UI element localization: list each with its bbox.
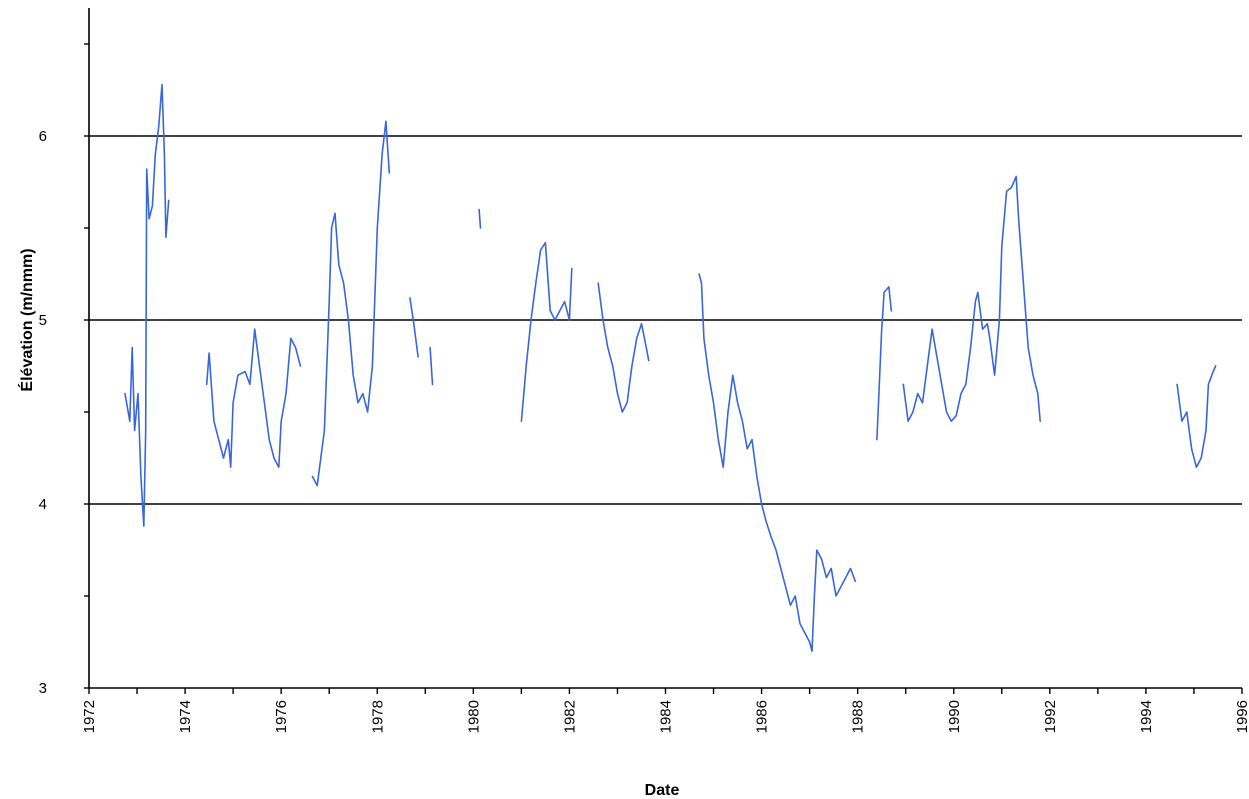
x-tick-label: 1976 <box>273 700 290 733</box>
y-tick-label: 3 <box>39 680 47 697</box>
series-line-segment <box>478 208 482 229</box>
x-tick-label: 1972 <box>81 700 98 733</box>
series-layer <box>124 83 1217 652</box>
series-line-segment <box>1176 365 1217 468</box>
x-tick-label: 1984 <box>658 700 675 733</box>
horizontal-gridlines <box>89 135 1242 505</box>
axes <box>84 8 1243 694</box>
series-line-segment <box>597 282 650 413</box>
y-tick-label: 4 <box>39 496 47 513</box>
x-tick-label: 1986 <box>754 700 771 733</box>
series-line-segment <box>409 297 419 358</box>
series-line-segment <box>876 286 893 441</box>
y-tick-label: 5 <box>39 312 47 329</box>
x-tick-label: 1974 <box>177 700 194 733</box>
x-tick-label: 1994 <box>1138 700 1155 733</box>
series-line-segment <box>902 175 1041 422</box>
y-tick-label: 6 <box>39 128 47 145</box>
x-tick-label: 1978 <box>369 700 386 733</box>
x-tick-label: 1996 <box>1234 700 1249 733</box>
series-line-segment <box>205 328 302 468</box>
series-line-segment <box>520 241 573 422</box>
series-line-segment <box>124 83 170 527</box>
series-line-segment <box>311 120 391 487</box>
tick-labels: 3 4 5 6 1972 1974 1976 1978 1980 1982 1984 1986 1988… <box>39 128 1249 733</box>
x-tick-label: 1980 <box>465 700 482 733</box>
series-line-segment <box>429 346 434 386</box>
series-line-segment <box>698 273 857 652</box>
x-axis-title: Date <box>645 782 680 799</box>
x-tick-label: 1990 <box>946 700 963 733</box>
x-tick-label: 1988 <box>850 700 867 733</box>
x-tick-label: 1982 <box>561 700 578 733</box>
y-axis-title: Élévation (m/nmm) <box>17 248 36 391</box>
x-tick-label: 1992 <box>1042 700 1059 733</box>
